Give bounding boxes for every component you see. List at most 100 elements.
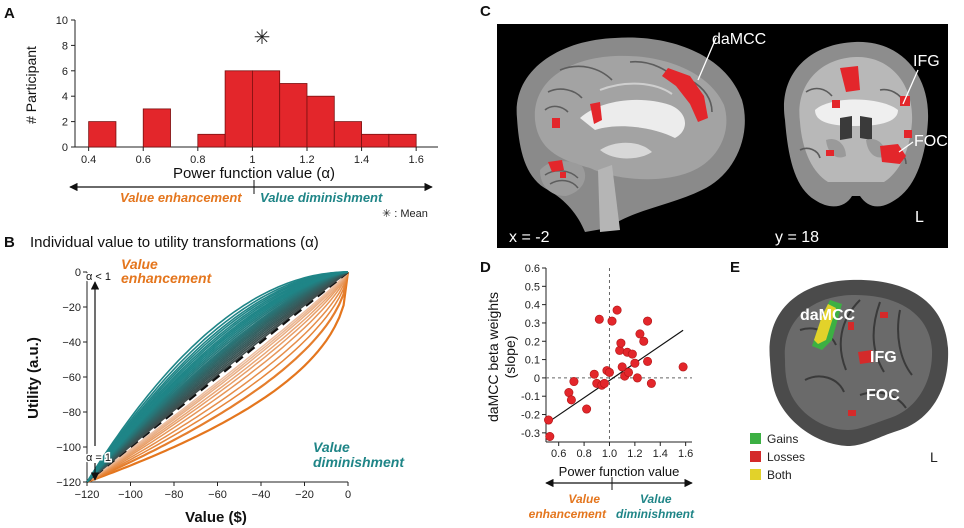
scatter-y-label-1: daMCC beta weights(slope) [485, 292, 518, 422]
utility-x-label: Value ($) [185, 509, 247, 526]
mri-side-label: L [915, 209, 924, 226]
histogram-y-label: # Participant [23, 46, 39, 124]
scatter-point [643, 316, 653, 326]
curve-label-enhancement-1: Value [121, 256, 158, 272]
utility-x-tick-label: −100 [118, 489, 143, 501]
mri-coord-sagittal: x = -2 [509, 229, 550, 246]
utility-curve-identity [86, 271, 349, 483]
utility-curve-diminishment [86, 271, 349, 483]
legend-label-both: Both [767, 468, 792, 482]
histogram-y-tick-label: 4 [62, 91, 68, 103]
alpha-lt1-label: α < 1 [86, 271, 111, 283]
histogram-bar [224, 70, 253, 148]
mri-coord-coronal: y = 18 [775, 229, 819, 246]
panel-letter-b: B [4, 234, 15, 251]
utility-curve-enhancement [86, 271, 349, 483]
scatter-point [544, 415, 554, 425]
histogram-x-tick-label: 0.8 [190, 154, 205, 166]
scatter-y-tick-label: -0.2 [521, 410, 540, 422]
mri-label-ifg: IFG [913, 53, 940, 70]
histogram-bar [279, 83, 308, 148]
histogram-bar [252, 70, 281, 148]
utility-y-tick-label: −80 [62, 407, 81, 419]
utility-curve-enhancement [86, 271, 349, 483]
brain-3d-render: daMCC IFG FOC [769, 279, 949, 446]
arrow-label-diminishment: Value diminishment [260, 190, 383, 205]
scatter-x-tick-label: 0.8 [576, 448, 591, 460]
histogram-x-tick-label: 1.4 [354, 154, 369, 166]
histogram-x-tick-label: 0.6 [136, 154, 151, 166]
histogram-bar [197, 133, 226, 148]
scatter-y-tick-label: -0.3 [521, 428, 540, 440]
utility-curve-diminishment [86, 271, 349, 483]
scatter-point [627, 349, 637, 359]
scatter-y-tick-label: 0.5 [525, 281, 540, 293]
histogram-x-tick-label: 1.6 [409, 154, 424, 166]
scatter-x-tick-label: 1.2 [627, 448, 642, 460]
utility-y-tick-label: 0 [75, 267, 81, 279]
histogram-x-tick-label: 1.2 [299, 154, 314, 166]
histogram-bar [88, 121, 117, 148]
sagittal-brain-slice [516, 37, 745, 232]
scatter-x-label: Power function value [559, 464, 680, 479]
utility-curve-diminishment [86, 271, 349, 483]
scatter-point [624, 367, 634, 377]
scatter-point [545, 432, 555, 442]
utility-y-tick-label: −60 [62, 372, 81, 384]
histogram-chart: 0 2 4 6 8 10 0.4 0.6 0.8 1 1.2 1.4 1.6 [56, 15, 438, 166]
utility-curve-diminishment [86, 271, 349, 483]
utility-y-tick-label: −100 [56, 442, 81, 454]
utility-curve-enhancement [86, 271, 349, 483]
scatter-point [612, 305, 622, 315]
mean-legend: ✳ : Mean [382, 208, 428, 220]
histogram-y-tick-label: 10 [56, 15, 68, 27]
utility-curve-diminishment [86, 271, 349, 483]
utility-curve-enhancement [86, 271, 349, 483]
utility-curves-chart: 0 −20 −40 −60 −80 −100 −120−120 −100 −80 −60 −40 −2… [56, 267, 351, 501]
arrow-label-enhancement: Value enhancement [120, 190, 242, 205]
curve-label-diminishment-1: Value [313, 439, 350, 455]
histogram-y-tick-label: 8 [62, 40, 68, 52]
scatter-point [646, 378, 656, 388]
utility-x-tick-label: −120 [75, 489, 100, 501]
histogram-bar [142, 108, 171, 148]
ifg-pointer [902, 69, 919, 105]
scatter-y-tick-label: 0.3 [525, 318, 540, 330]
utility-curve-diminishment [86, 271, 349, 483]
scatter-point [599, 378, 609, 388]
utility-y-tick-label: −40 [62, 337, 81, 349]
legend-swatch-both [750, 469, 761, 480]
utility-x-tick-label: −60 [208, 489, 227, 501]
utility-y-label: Utility (a.u.) [25, 337, 42, 419]
render-label-ifg: IFG [870, 349, 897, 366]
curve-label-diminishment-2: diminishment [313, 454, 405, 470]
alpha-lt1-halo: α < 1 [86, 271, 111, 283]
mri-label-damcc: daMCC [712, 31, 766, 48]
utility-curve-diminishment [86, 271, 349, 483]
damcc-pointer [697, 37, 717, 81]
legend-label-losses: Losses [767, 450, 805, 464]
panel-letter-c: C [480, 3, 491, 20]
brain-mri-panel: daMCC IFG FOC x = -2 y = 18 L [497, 24, 948, 248]
utility-x-tick-label: 0 [345, 489, 351, 501]
scatter-y-label-line2: (slope) [502, 336, 518, 379]
scatter-point [635, 329, 645, 339]
scatter-label-dim-2: diminishment [616, 507, 695, 521]
utility-curve-enhancement [86, 271, 349, 483]
scatter-x-tick-label: 0.6 [551, 448, 566, 460]
scatter-y-tick-label: -0.1 [521, 391, 540, 403]
histogram-bar [361, 133, 390, 148]
histogram-bar [306, 95, 335, 148]
curve-label-enhancement-2: enhancement [121, 270, 213, 286]
foc-pointer [898, 141, 914, 153]
utility-x-tick-label: −80 [165, 489, 184, 501]
histogram-bar [388, 133, 417, 148]
utility-curve-enhancement [86, 271, 349, 483]
scatter-point [615, 345, 625, 355]
utility-curve-enhancement [86, 271, 349, 483]
region-legend: Gains Losses Both [750, 432, 805, 482]
coronal-brain-slice [783, 41, 929, 207]
utility-curve-diminishment [86, 271, 349, 483]
scatter-y-label-line1: daMCC beta weights [485, 292, 501, 422]
